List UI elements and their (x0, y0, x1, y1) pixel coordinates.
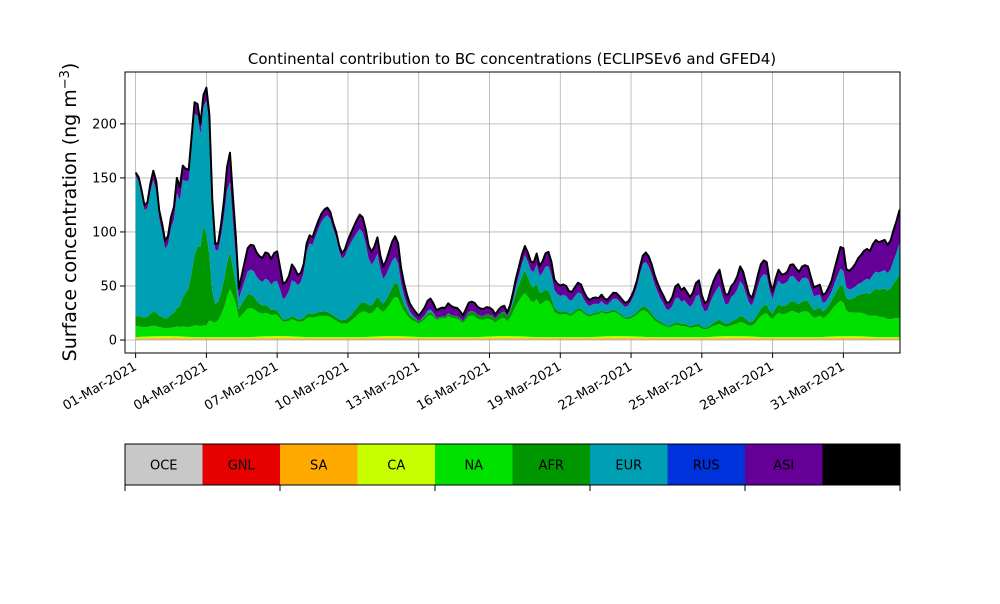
y-tick-label: 200 (92, 117, 117, 132)
legend-colorbar: OCE GNL SA CA NA AFR EUR RUS ASI AUS (125, 444, 900, 491)
legend-label-oce: OCE (150, 459, 178, 474)
y-tick-label: 50 (100, 279, 117, 294)
chart-title: Continental contribution to BC concentra… (248, 50, 776, 68)
area-oce (136, 339, 935, 340)
legend-label-afr: AFR (539, 459, 564, 474)
legend-label-aus: AUS (848, 459, 875, 474)
legend-label-gnl: GNL (228, 459, 256, 474)
y-tick-label: 150 (92, 171, 117, 186)
y-tick-label: 100 (92, 225, 117, 240)
legend-label-asi: ASI (773, 459, 794, 474)
area-sa (136, 338, 935, 339)
legend-label-eur: EUR (615, 459, 642, 474)
legend-label-sa: SA (310, 459, 327, 474)
legend-label-rus: RUS (693, 459, 720, 474)
legend-label-ca: CA (387, 459, 405, 474)
legend-label-na: NA (464, 459, 483, 474)
y-tick-label: 0 (109, 334, 117, 349)
y-axis-label: Surface concentration (ng m−3) (58, 63, 82, 362)
